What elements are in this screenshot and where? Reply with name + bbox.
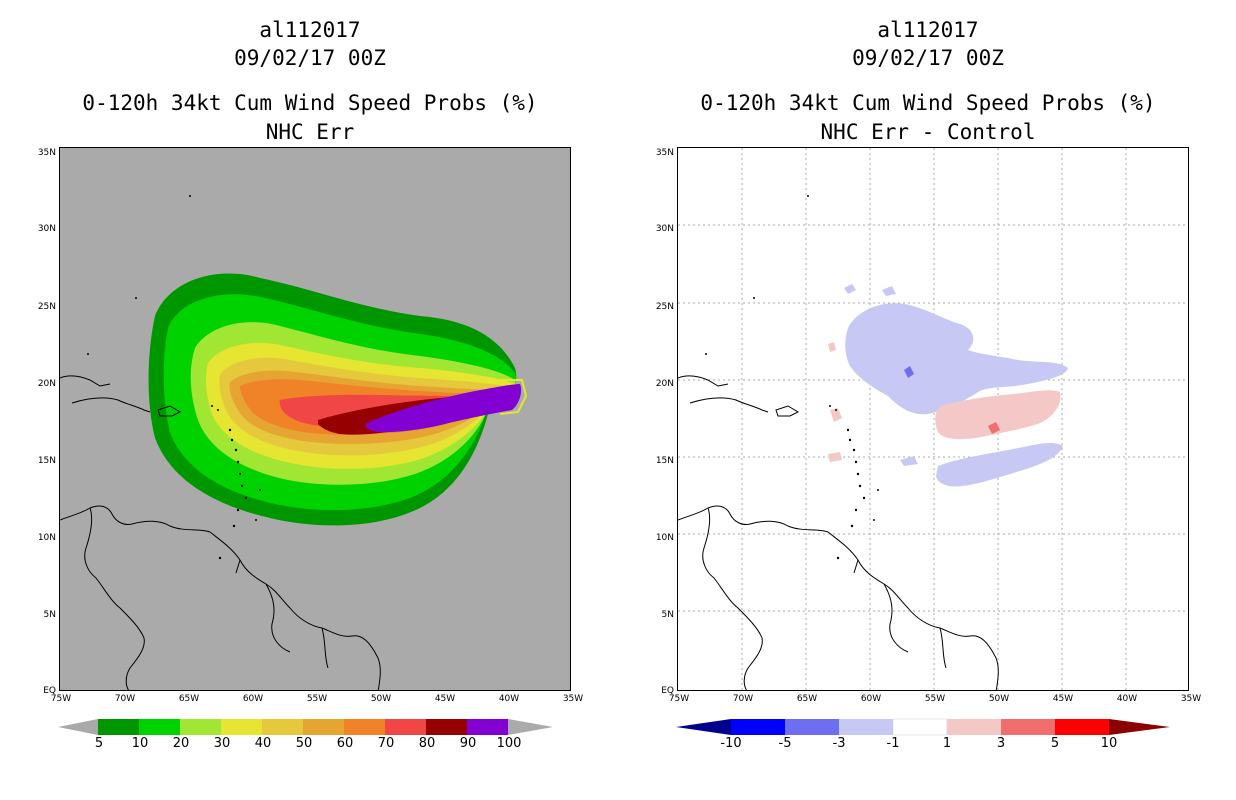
prob-contours (148, 273, 528, 526)
run-title: NHC Err - Control (820, 120, 1036, 144)
lon-label: 45W (434, 694, 456, 704)
diff-plus-1 (935, 390, 1061, 440)
coastlines (60, 375, 381, 690)
grid-lines (678, 148, 1188, 690)
lat-label: 5N (661, 610, 674, 620)
colorbar-label: -3 (832, 736, 846, 751)
lon-label: 45W (1052, 694, 1074, 704)
colorbar-label: 70 (377, 736, 395, 751)
diff-minus-1-c (900, 456, 918, 466)
colorbar-label: 10 (1100, 736, 1118, 751)
colorbar-label: 40 (254, 736, 272, 751)
islands (87, 195, 261, 560)
coastlines (678, 375, 999, 690)
lon-label: 40W (498, 694, 520, 704)
colorbar-label: 100 (496, 736, 522, 751)
lon-label: 55W (924, 694, 946, 704)
colorbar-label: 1 (942, 736, 952, 751)
lat-label: 30N (37, 224, 56, 234)
islands (705, 195, 879, 560)
lon-label: 50W (988, 694, 1010, 704)
colorbar-label: 90 (459, 736, 477, 751)
date-title: 09/02/17 00Z (234, 46, 386, 70)
colorbar-label: 60 (336, 736, 354, 751)
colorbar-label: 5 (94, 736, 104, 751)
lat-label: 35N (655, 148, 674, 158)
lon-label: 40W (1116, 694, 1138, 704)
colorbar-label: 20 (172, 736, 190, 751)
lat-label: 15N (37, 456, 56, 466)
lon-label: 70W (114, 694, 136, 704)
lon-label: 75W (50, 694, 72, 704)
lon-label: 35W (562, 694, 584, 704)
colorbar-label: 10 (131, 736, 149, 751)
lon-label: 55W (306, 694, 328, 704)
left-panel: al112017 09/02/17 00Z 0-120h 34kt Cum Wi… (37, 18, 584, 751)
lon-label: 60W (860, 694, 882, 704)
lat-label: 20N (655, 379, 674, 389)
lat-label: 5N (43, 610, 56, 620)
colorbar-label: 30 (213, 736, 231, 751)
diff-minus-1-b (936, 442, 1063, 487)
diff-minus-1-d (844, 284, 856, 294)
contour-edge (499, 379, 528, 415)
probability-colorbar (58, 719, 553, 735)
lon-label: 35W (1180, 694, 1202, 704)
diff-plus-1-b (830, 408, 842, 422)
lon-label: 60W (242, 694, 264, 704)
lon-label: 65W (796, 694, 818, 704)
diff-plus-1-d (828, 342, 836, 352)
colorbar-label: 5 (1050, 736, 1060, 751)
lat-label: EQ (661, 686, 674, 696)
product-title: 0-120h 34kt Cum Wind Speed Probs (%) (82, 91, 538, 115)
lat-label: 35N (37, 148, 56, 158)
run-title: NHC Err (265, 120, 355, 144)
lat-label: 10N (655, 533, 674, 543)
product-title: 0-120h 34kt Cum Wind Speed Probs (%) (700, 91, 1156, 115)
lat-label: 30N (655, 224, 674, 234)
diff-minus-1 (845, 303, 1068, 415)
contour-90 (365, 384, 522, 433)
colorbar-label: 50 (295, 736, 313, 751)
colorbar-label: -1 (886, 736, 900, 751)
lon-label: 65W (178, 694, 200, 704)
lat-label: 10N (37, 533, 56, 543)
lon-label: 70W (732, 694, 754, 704)
right-panel: al112017 09/02/17 00Z 0-120h 34kt Cum Wi… (618, 0, 1236, 800)
difference-contours (828, 284, 1068, 487)
storm-id-title: al112017 (877, 18, 979, 42)
colorbar-label: -5 (778, 736, 792, 751)
diff-minus-1-e (882, 286, 896, 296)
date-title: 09/02/17 00Z (852, 46, 1004, 70)
probability-map (59, 147, 571, 691)
lat-label: 20N (37, 379, 56, 389)
difference-map (677, 147, 1189, 691)
lon-label: 50W (370, 694, 392, 704)
lat-label: 25N (655, 302, 674, 312)
colorbar-label: -10 (720, 736, 742, 751)
diff-minus-3 (904, 366, 914, 378)
diff-plus-3 (988, 422, 1000, 434)
lat-label: 25N (37, 302, 56, 312)
lat-label: 15N (655, 456, 674, 466)
difference-colorbar (676, 718, 1170, 736)
diff-plus-1-c (828, 452, 842, 462)
storm-id-title: al112017 (259, 18, 361, 42)
colorbar-label: 3 (996, 736, 1006, 751)
lon-label: 75W (668, 694, 690, 704)
colorbar-label: 80 (418, 736, 436, 751)
lat-label: EQ (43, 686, 56, 696)
